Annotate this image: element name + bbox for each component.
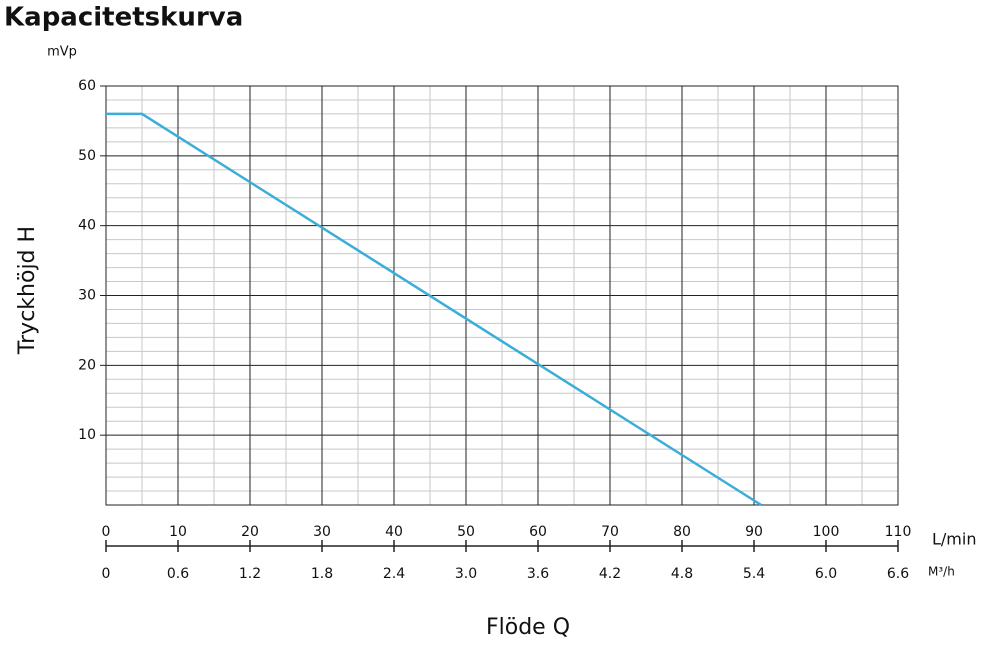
x-unit: L/min	[932, 530, 976, 549]
x-tick-label: 90	[745, 524, 763, 540]
y-tick-label: 60	[78, 78, 96, 94]
x-tick-label: 70	[601, 524, 619, 540]
y-unit: mVp	[47, 45, 77, 60]
y-tick-label: 50	[78, 148, 96, 164]
x2-tick-label: 6.6	[887, 566, 909, 582]
x2-unit: M³/h	[928, 565, 955, 579]
curve	[106, 112, 762, 507]
x2-tick-label: 4.2	[599, 566, 621, 582]
x2-tick-label: 0	[102, 566, 111, 582]
x-axis-label: Flöde Q	[486, 615, 570, 640]
x-tick-label: 10	[169, 524, 187, 540]
x-tick-label: 40	[385, 524, 403, 540]
x2-tick-label: 6.0	[815, 566, 837, 582]
x2-tick-label: 5.4	[743, 566, 765, 582]
x2-tick-label: 2.4	[383, 566, 405, 582]
chart-title: Kapacitetskurva	[4, 3, 243, 33]
x-tick-label: 110	[885, 524, 912, 540]
x-tick-label: 30	[313, 524, 331, 540]
x2-tick-label: 1.8	[311, 566, 333, 582]
y-axis-label: Tryckhöjd H	[15, 226, 40, 355]
y-tick-label: 30	[78, 288, 96, 304]
y-tick-label: 40	[78, 218, 96, 234]
x2-tick-label: 3.6	[527, 566, 549, 582]
y-tick-label: 10	[78, 427, 96, 443]
x2-tick-label: 0.6	[167, 566, 189, 582]
x-tick-label: 80	[673, 524, 691, 540]
x-tick-label: 100	[813, 524, 840, 540]
x2-tick-label: 1.2	[239, 566, 261, 582]
x-tick-label: 50	[457, 524, 475, 540]
x-tick-label: 20	[241, 524, 259, 540]
x2-tick-label: 3.0	[455, 566, 477, 582]
x-tick-label: 0	[102, 524, 111, 540]
x-tick-label: 60	[529, 524, 547, 540]
y-tick-label: 20	[78, 357, 96, 373]
x2-tick-label: 4.8	[671, 566, 693, 582]
